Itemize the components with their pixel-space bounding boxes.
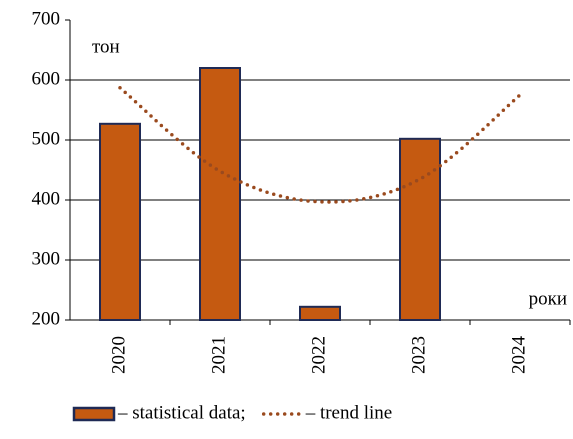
x-tick-label: 2021 — [208, 336, 229, 374]
legend-label: – trend line — [305, 402, 393, 423]
x-axis-label: роки — [529, 288, 567, 309]
legend-label: – statistical data; — [117, 402, 246, 423]
bar — [199, 67, 241, 321]
x-tick-label: 2022 — [308, 336, 329, 374]
y-tick-label: 600 — [32, 68, 61, 89]
x-tick-label: 2024 — [508, 336, 529, 375]
y-axis-label: тон — [92, 36, 120, 57]
y-tick-label: 300 — [32, 248, 61, 269]
y-tick-label: 500 — [32, 128, 61, 149]
trend-line — [118, 86, 522, 204]
x-tick-label: 2020 — [108, 336, 129, 374]
y-tick-label: 700 — [32, 8, 61, 29]
x-tick-label: 2023 — [408, 336, 429, 374]
bar — [99, 122, 141, 321]
bar — [399, 137, 441, 321]
y-tick-label: 400 — [32, 188, 61, 209]
legend-swatch — [72, 406, 116, 422]
bar — [299, 305, 341, 321]
y-tick-label: 200 — [32, 308, 61, 329]
